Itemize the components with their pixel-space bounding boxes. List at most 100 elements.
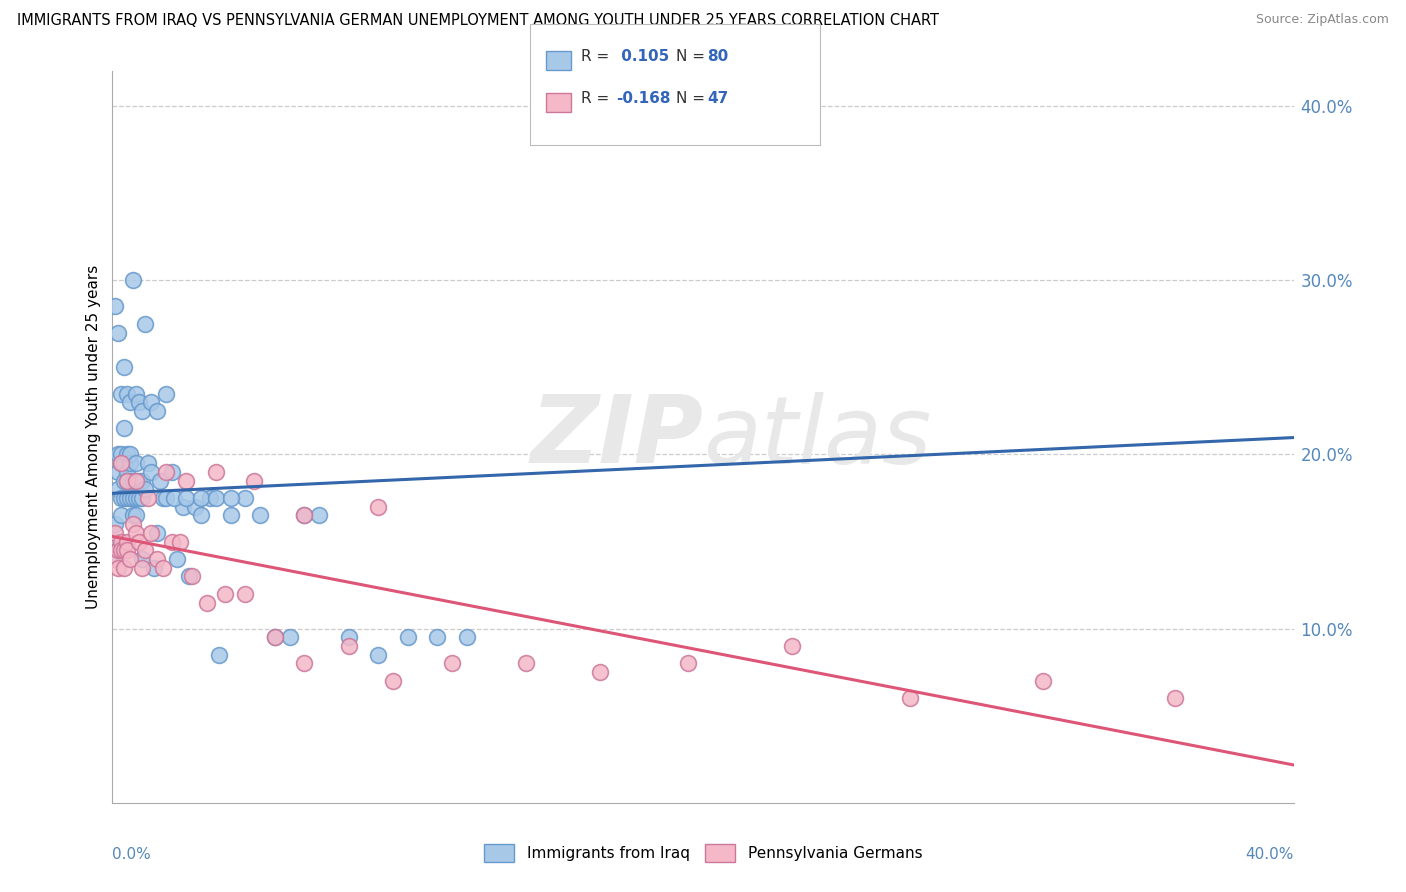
Point <box>131 491 153 505</box>
Point <box>134 317 156 331</box>
Point <box>120 491 142 505</box>
Text: IMMIGRANTS FROM IRAQ VS PENNSYLVANIA GERMAN UNEMPLOYMENT AMONG YOUTH UNDER 25 YE: IMMIGRANTS FROM IRAQ VS PENNSYLVANIA GER… <box>17 13 939 29</box>
Point <box>219 508 242 523</box>
Point <box>169 534 191 549</box>
Point <box>146 404 169 418</box>
Point <box>112 560 135 574</box>
Point <box>139 525 162 540</box>
Point <box>117 534 138 549</box>
Text: -0.168: -0.168 <box>616 91 671 105</box>
Point <box>163 491 186 505</box>
Point <box>190 491 212 505</box>
Text: Source: ZipAtlas.com: Source: ZipAtlas.com <box>1256 13 1389 27</box>
Point <box>117 474 138 488</box>
Point <box>120 395 142 409</box>
Point <box>184 500 207 514</box>
Point <box>292 657 315 671</box>
Point <box>367 648 389 662</box>
Point <box>149 474 172 488</box>
Point <box>1032 673 1054 688</box>
Text: R =: R = <box>581 91 614 105</box>
Point <box>172 500 194 514</box>
Point <box>122 508 145 523</box>
Point <box>107 465 129 479</box>
Point <box>337 631 360 645</box>
Point <box>208 648 231 662</box>
Point <box>107 326 129 340</box>
Point <box>134 543 156 558</box>
Point <box>107 543 129 558</box>
Point <box>205 465 228 479</box>
Legend: Immigrants from Iraq, Pennsylvania Germans: Immigrants from Iraq, Pennsylvania Germa… <box>478 838 928 868</box>
Point <box>160 465 183 479</box>
Point <box>146 552 169 566</box>
Point <box>155 465 177 479</box>
Point <box>128 474 150 488</box>
Point <box>112 456 135 470</box>
Point <box>131 552 153 566</box>
Point <box>155 491 177 505</box>
Point <box>117 543 138 558</box>
Point <box>110 448 132 462</box>
Point <box>515 657 537 671</box>
Point <box>112 474 135 488</box>
Point <box>367 500 389 514</box>
Point <box>110 386 132 401</box>
Point <box>139 395 162 409</box>
Point <box>205 491 228 505</box>
Point <box>166 552 188 566</box>
Point <box>110 456 132 470</box>
Point <box>292 508 315 523</box>
Point <box>117 386 138 401</box>
Text: R =: R = <box>581 49 614 63</box>
Point <box>117 491 138 505</box>
Point <box>104 300 127 314</box>
Point <box>117 465 138 479</box>
Text: 47: 47 <box>707 91 728 105</box>
Point <box>107 448 129 462</box>
Point <box>898 691 921 706</box>
Point <box>110 456 132 470</box>
Point <box>337 639 360 653</box>
Point <box>181 569 204 583</box>
Point <box>122 491 145 505</box>
Point <box>125 474 148 488</box>
Point <box>125 508 148 523</box>
Point <box>382 673 405 688</box>
Point <box>174 474 197 488</box>
Point <box>104 534 127 549</box>
Point <box>117 474 138 488</box>
Text: N =: N = <box>676 91 710 105</box>
Point <box>456 631 478 645</box>
Point <box>110 491 132 505</box>
Point <box>136 456 159 470</box>
Point <box>131 560 153 574</box>
Point <box>107 560 129 574</box>
Point <box>308 508 330 523</box>
Point <box>134 483 156 497</box>
Point <box>110 543 132 558</box>
Point <box>125 491 148 505</box>
Point <box>110 534 132 549</box>
Point <box>112 360 135 375</box>
Point <box>107 483 129 497</box>
Text: ZIP: ZIP <box>530 391 703 483</box>
Point <box>214 587 236 601</box>
Point <box>110 508 132 523</box>
Point <box>112 491 135 505</box>
Point <box>128 395 150 409</box>
Point <box>107 543 129 558</box>
Text: 0.0%: 0.0% <box>112 847 152 862</box>
Point <box>233 587 256 601</box>
Point <box>142 560 165 574</box>
Text: atlas: atlas <box>703 392 931 483</box>
Point <box>128 491 150 505</box>
Text: N =: N = <box>676 49 710 63</box>
Point <box>1164 691 1187 706</box>
Point <box>122 273 145 287</box>
Point <box>678 657 700 671</box>
Point <box>120 456 142 470</box>
Point <box>112 543 135 558</box>
Point <box>122 474 145 488</box>
Point <box>243 474 266 488</box>
